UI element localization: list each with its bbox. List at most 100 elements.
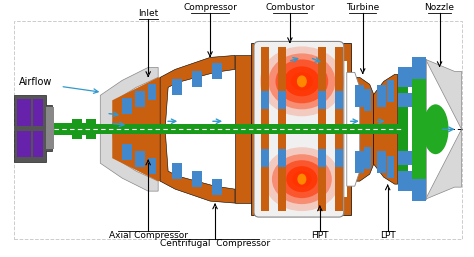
Polygon shape xyxy=(426,59,462,129)
Ellipse shape xyxy=(279,160,325,198)
Bar xyxy=(258,45,340,127)
Bar xyxy=(335,91,343,109)
Bar xyxy=(398,151,411,165)
Bar xyxy=(278,133,286,211)
Polygon shape xyxy=(160,56,235,129)
Ellipse shape xyxy=(264,147,340,211)
Polygon shape xyxy=(160,129,235,203)
Ellipse shape xyxy=(292,171,311,187)
Bar xyxy=(398,93,411,107)
Polygon shape xyxy=(255,129,347,197)
Polygon shape xyxy=(100,67,158,129)
Bar xyxy=(387,156,394,178)
Bar xyxy=(377,85,386,107)
Bar xyxy=(212,179,222,195)
Text: Axial Compressor: Axial Compressor xyxy=(109,231,188,240)
Bar xyxy=(377,151,386,173)
Bar xyxy=(251,43,351,215)
Polygon shape xyxy=(255,61,347,129)
Polygon shape xyxy=(351,77,374,129)
Bar xyxy=(135,91,145,107)
Bar xyxy=(398,67,411,87)
Text: Inlet: Inlet xyxy=(138,10,158,19)
FancyBboxPatch shape xyxy=(254,41,344,131)
Polygon shape xyxy=(426,129,462,199)
Bar xyxy=(258,131,340,213)
Bar xyxy=(278,48,286,125)
Bar xyxy=(364,147,371,169)
Bar xyxy=(318,133,326,211)
Bar xyxy=(34,130,44,157)
Polygon shape xyxy=(347,133,360,186)
Bar xyxy=(82,123,96,135)
Bar xyxy=(15,126,46,131)
Bar xyxy=(335,133,343,211)
Bar xyxy=(46,107,55,149)
Bar xyxy=(335,149,343,167)
Bar xyxy=(318,149,326,167)
Text: Turbine: Turbine xyxy=(346,3,379,12)
Ellipse shape xyxy=(268,53,336,109)
Bar xyxy=(34,99,44,126)
Bar xyxy=(408,59,411,199)
Bar xyxy=(73,123,82,135)
Polygon shape xyxy=(374,74,398,129)
Bar xyxy=(148,84,156,100)
Text: LPT: LPT xyxy=(380,231,396,240)
Bar xyxy=(15,22,462,239)
Ellipse shape xyxy=(297,174,306,185)
Text: Airflow: Airflow xyxy=(18,77,52,87)
Bar xyxy=(261,133,269,211)
Ellipse shape xyxy=(260,47,344,116)
Bar xyxy=(278,149,286,167)
Bar xyxy=(398,71,408,187)
Polygon shape xyxy=(100,129,158,191)
Ellipse shape xyxy=(297,75,307,87)
Bar xyxy=(73,119,82,139)
Bar xyxy=(122,144,132,160)
Bar xyxy=(86,119,96,139)
Ellipse shape xyxy=(275,59,328,103)
Polygon shape xyxy=(351,129,374,181)
Bar xyxy=(235,56,251,203)
Text: Centrifugal  Compressor: Centrifugal Compressor xyxy=(160,239,270,248)
FancyBboxPatch shape xyxy=(254,127,344,217)
Bar xyxy=(364,89,371,111)
Polygon shape xyxy=(112,77,160,129)
Bar xyxy=(355,85,364,107)
Bar xyxy=(318,91,326,109)
Bar xyxy=(148,158,156,174)
Bar xyxy=(411,59,426,199)
Bar xyxy=(261,149,269,167)
Bar xyxy=(387,80,394,102)
Polygon shape xyxy=(112,129,160,181)
Polygon shape xyxy=(347,72,360,125)
Ellipse shape xyxy=(423,104,448,154)
Bar xyxy=(172,79,182,95)
Bar xyxy=(18,130,31,157)
Bar xyxy=(192,171,202,187)
Bar xyxy=(278,91,286,109)
Bar xyxy=(172,163,182,179)
Bar xyxy=(411,179,426,201)
Polygon shape xyxy=(15,95,53,162)
Bar xyxy=(355,151,364,173)
Bar xyxy=(411,57,426,79)
Text: Combustor: Combustor xyxy=(265,3,315,12)
Bar xyxy=(335,48,343,125)
Text: Nozzle: Nozzle xyxy=(425,3,455,12)
Bar xyxy=(192,71,202,87)
Bar xyxy=(398,171,411,191)
Bar xyxy=(212,63,222,79)
Ellipse shape xyxy=(291,72,313,90)
Bar xyxy=(55,124,404,134)
Ellipse shape xyxy=(286,166,318,192)
Bar xyxy=(261,91,269,109)
Polygon shape xyxy=(415,59,426,199)
Polygon shape xyxy=(374,129,398,184)
Text: HPT: HPT xyxy=(311,231,328,240)
Bar xyxy=(135,151,145,167)
Text: Compressor: Compressor xyxy=(183,3,237,12)
Bar xyxy=(18,99,31,126)
Ellipse shape xyxy=(284,66,320,96)
